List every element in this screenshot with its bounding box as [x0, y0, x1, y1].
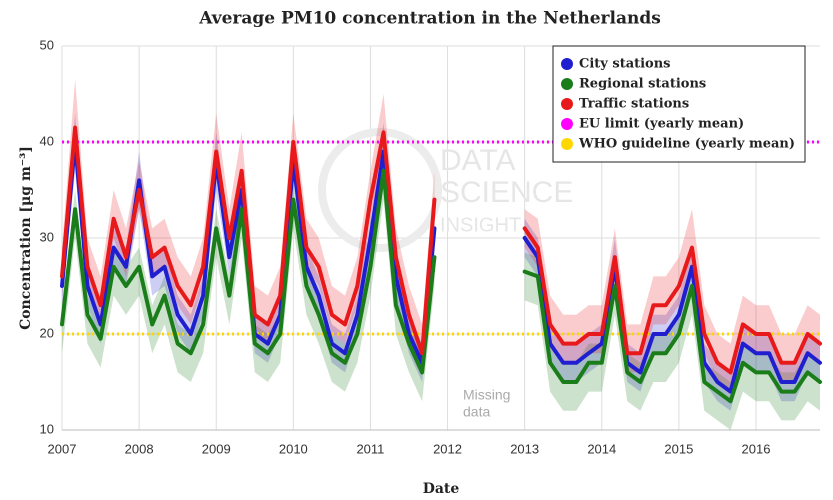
y-tick-label: 40: [40, 133, 54, 148]
x-tick-label: 2011: [356, 441, 384, 456]
legend-marker: [561, 58, 573, 70]
legend-label: City stations: [579, 57, 671, 72]
annotation: Missing: [463, 387, 510, 403]
series-line: [522, 269, 822, 404]
y-tick-label: 20: [40, 325, 54, 340]
legend-label: Regional stations: [579, 77, 706, 92]
legend-marker: [561, 98, 573, 110]
legend-label: EU limit (yearly mean): [579, 117, 744, 132]
watermark: DATA: [440, 144, 516, 177]
series-line: [60, 168, 437, 375]
x-tick-label: 2010: [279, 441, 308, 456]
legend-label: Traffic stations: [579, 97, 689, 112]
watermark: SCIENCE: [440, 176, 573, 209]
x-tick-label: 2009: [202, 441, 231, 456]
legend-box: [552, 45, 806, 163]
x-tick-label: 2008: [125, 441, 154, 456]
watermark-logo: [318, 128, 442, 252]
legend-marker: [561, 138, 573, 150]
series-line: [60, 125, 437, 356]
series-line: [522, 226, 822, 375]
legend-label: WHO guideline (yearly mean): [578, 137, 795, 152]
y-tick-label: 10: [40, 421, 54, 436]
x-axis-label: Date: [423, 481, 460, 497]
watermark: INSIGHT: [440, 214, 521, 236]
chart-title: Average PM10 concentration in the Nether…: [198, 9, 661, 29]
x-tick-label: 2016: [742, 441, 771, 456]
x-tick-label: 2013: [510, 441, 539, 456]
y-tick-label: 30: [40, 229, 54, 244]
legend-marker: [561, 118, 573, 130]
x-tick-label: 2012: [433, 441, 462, 456]
x-tick-label: 2015: [664, 441, 693, 456]
annotation: data: [463, 404, 490, 420]
x-tick-label: 2007: [48, 441, 77, 456]
y-tick-label: 50: [40, 37, 54, 52]
y-axis-label: Concentration [μg m⁻³]: [18, 146, 34, 330]
legend-marker: [561, 78, 573, 90]
series-line: [522, 236, 822, 394]
x-tick-label: 2014: [587, 441, 616, 456]
